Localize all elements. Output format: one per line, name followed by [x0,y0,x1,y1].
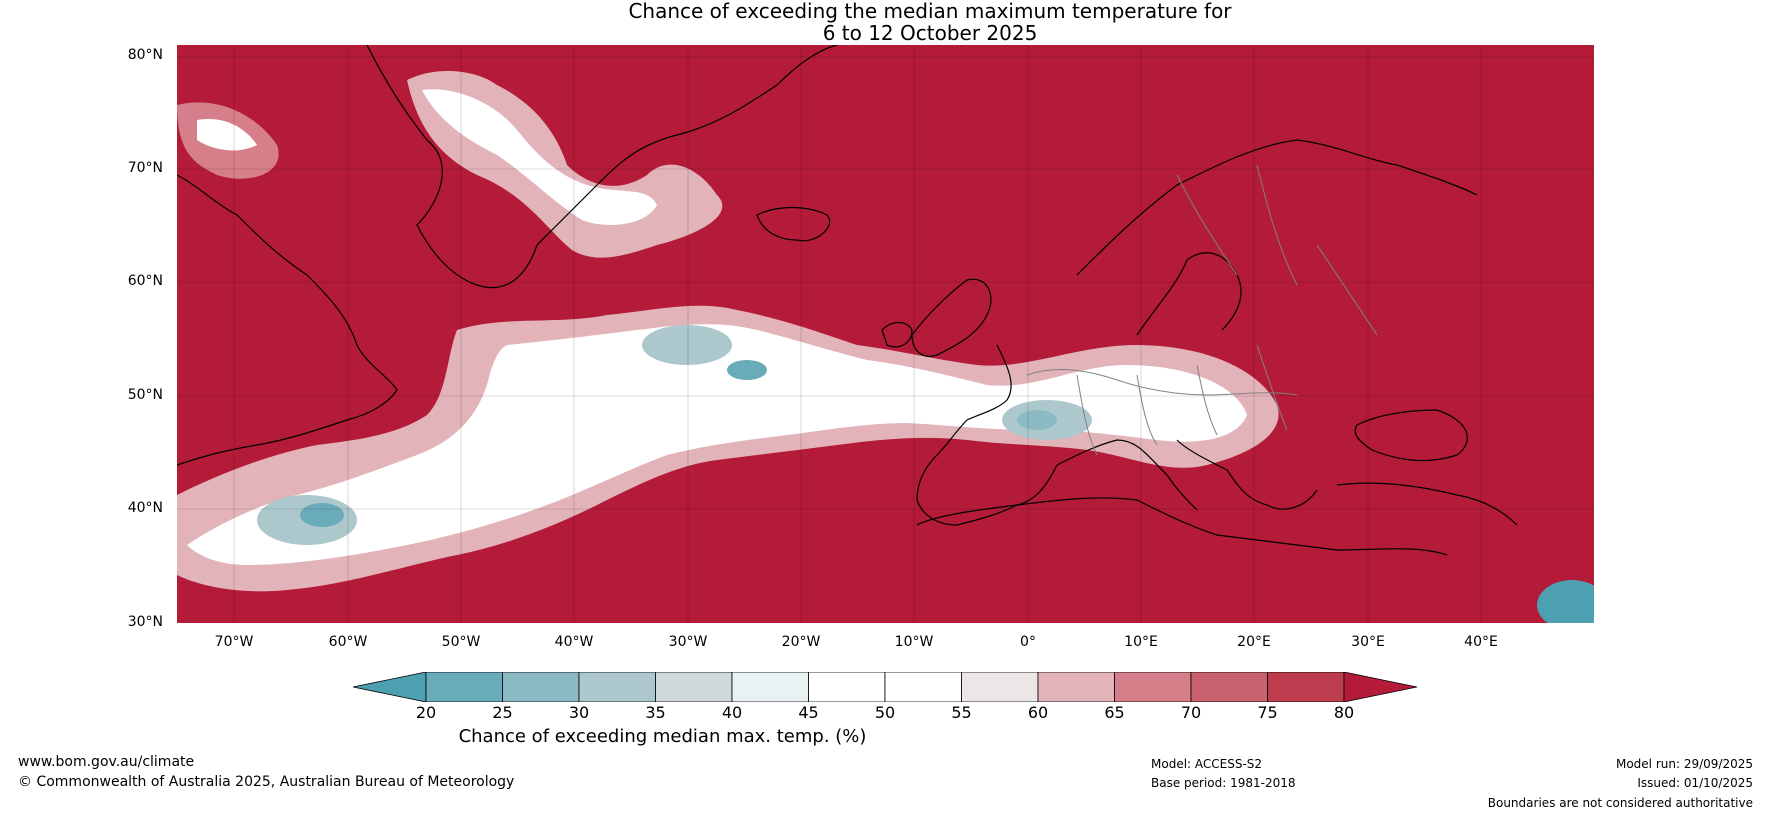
colorbar-arrow-low [353,672,427,702]
colorbar-tick-label: 80 [1333,703,1355,722]
colorbar-cell [502,672,580,702]
colorbar-tick-label: 65 [1104,703,1125,722]
footer-copyright: © Commonwealth of Australia 2025, Austra… [18,774,515,790]
forecast-map [177,45,1594,623]
lon-label-30e: 30°E [1351,634,1385,650]
canada-neutral [197,119,257,151]
lon-label-10w: 10°W [894,634,934,650]
colorbar-tick-label: 50 [874,703,896,722]
lon-label-60w: 60°W [328,634,368,650]
lat-label-80n: 80°N [127,47,163,63]
colorbar-cell [884,672,962,702]
colorbar-tick-label: 35 [645,703,666,722]
lon-label-20e: 20°E [1237,634,1271,650]
colorbar-cell [655,672,733,702]
footer-website: www.bom.gov.au/climate [18,754,195,770]
colorbar-tick-label: 75 [1257,703,1278,722]
colorbar [353,672,1418,702]
chart-title-line2: 6 to 12 October 2025 [822,21,1038,45]
coastlines [177,45,1518,556]
lat-label-60n: 60°N [127,273,163,289]
atlantic-neutral [187,324,1247,565]
chart-title-line1: Chance of exceeding the median maximum t… [628,0,1232,23]
colorbar-cell [1114,672,1192,702]
colorbar-cells [353,672,1418,702]
lat-label-40n: 40°N [127,500,163,516]
colorbar-tick-label: 60 [1027,703,1049,722]
colorbar-cell [425,672,503,702]
europe-cool-core [1017,410,1057,430]
lat-label-70n: 70°N [127,160,163,176]
lat-label-30n: 30°N [127,614,163,630]
lon-label-20w: 20°W [781,634,821,650]
footer-base-period: Base period: 1981-2018 [1151,776,1296,790]
country-borders [1026,164,1378,456]
colorbar-cell [1267,672,1345,702]
colorbar-cell [1190,672,1268,702]
lon-label-0: 0° [1020,634,1036,650]
colorbar-cell [1037,672,1115,702]
lat-label-50n: 50°N [127,387,163,403]
atlantic-cool-patch-2 [727,360,767,380]
colorbar-label: Chance of exceeding median max. temp. (%… [458,726,867,747]
colorbar-tick-label: 40 [721,703,743,722]
lon-label-50w: 50°W [441,634,481,650]
lon-label-40e: 40°E [1464,634,1498,650]
colorbar-tick-label: 20 [415,703,437,722]
colorbar-cell [961,672,1039,702]
atlantic-cool-patch-1 [642,325,732,365]
atlantic-cool-patch-4 [300,503,344,527]
lon-label-70w: 70°W [214,634,254,650]
middle-east-cool-patch [1537,580,1594,623]
colorbar-cell [578,672,656,702]
footer-boundaries: Boundaries are not considered authoritat… [1487,796,1753,810]
colorbar-cell [731,672,809,702]
colorbar-tick-label: 45 [798,703,819,722]
map-svg [177,45,1594,623]
footer-issued: Issued: 01/10/2025 [1637,776,1753,790]
colorbar-arrow-high [1343,672,1418,702]
lon-label-30w: 30°W [668,634,708,650]
colorbar-tick-label: 55 [951,703,972,722]
lon-label-40w: 40°W [554,634,594,650]
lon-label-10e: 10°E [1124,634,1158,650]
footer-model-run: Model run: 29/09/2025 [1615,757,1753,771]
colorbar-tick-label: 30 [568,703,590,722]
colorbar-tick-label: 70 [1180,703,1202,722]
colorbar-tick-label: 25 [492,703,513,722]
footer-model: Model: ACCESS-S2 [1151,757,1263,771]
colorbar-cell [808,672,886,702]
graticule [177,45,1594,623]
greenland-neutral [422,89,657,225]
